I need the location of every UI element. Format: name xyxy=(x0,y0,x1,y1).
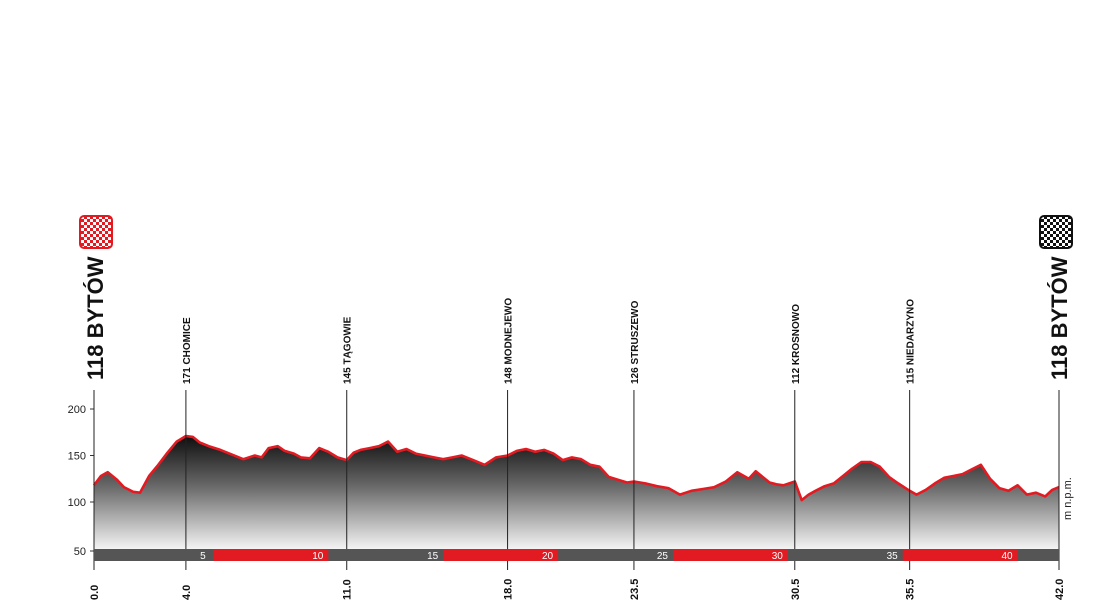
location-label: 145 TĄGOWIE xyxy=(343,316,354,384)
location-label: 115 NIEDARZYNO xyxy=(906,299,917,384)
location-label: 112 KROSNOWO xyxy=(791,304,802,384)
location-markers: 171 CHOMICE 145 TĄGOWIE 148 MODNEJEWO 126 S… xyxy=(93,298,1060,570)
finish-flag-icon xyxy=(1039,215,1073,249)
distance-bar-red-segment xyxy=(902,549,1018,561)
km-marker-label: 4.0 xyxy=(181,585,193,600)
distance-bar-label: 40 xyxy=(1001,551,1013,562)
distance-bar-label: 15 xyxy=(427,551,439,562)
y-tick-label: 150 xyxy=(68,451,86,463)
start-flag-icon xyxy=(79,215,113,249)
y-tick-label: 50 xyxy=(74,546,86,558)
km-marker-label: 18.0 xyxy=(503,579,515,600)
distance-bar-label: 10 xyxy=(312,551,324,562)
finish-label: 118 BYTÓW xyxy=(1047,256,1072,380)
distance-bar-label: 20 xyxy=(542,551,554,562)
location-label: 148 MODNEJEWO xyxy=(504,298,515,384)
distance-bar-label: 5 xyxy=(200,551,206,562)
distance-bar-red-segment xyxy=(673,549,788,561)
distance-bar-label: 35 xyxy=(887,551,899,562)
distance-bar-label: 30 xyxy=(772,551,784,562)
y-axis-unit-label: m n.p.m. xyxy=(1062,477,1074,520)
km-marker-label: 11.0 xyxy=(342,579,354,600)
distance-bar: 5 10 15 20 25 30 35 40 xyxy=(94,549,1059,562)
km-marker-label: 42.0 xyxy=(1054,579,1066,600)
km-marker-label: 23.5 xyxy=(629,579,641,600)
distance-bar-label: 25 xyxy=(657,551,669,562)
elevation-line xyxy=(92,434,1060,502)
y-axis-ticks: 50 100 150 200 xyxy=(68,404,94,558)
distance-bar-red-segment xyxy=(213,549,329,561)
distance-bar-red-segment xyxy=(443,549,559,561)
elevation-area xyxy=(94,436,1059,549)
location-label: 126 STRUSZEWO xyxy=(630,300,641,384)
km-marker-label: 0.0 xyxy=(89,585,101,600)
y-tick-label: 200 xyxy=(68,404,86,416)
km-marker-label: 30.5 xyxy=(790,579,802,600)
km-marker-label: 35.5 xyxy=(905,579,917,600)
y-tick-label: 100 xyxy=(68,497,86,509)
distance-bar-base xyxy=(94,549,1059,561)
km-markers: 0.0 4.0 11.0 18.0 23.5 30.5 35.5 42.0 xyxy=(89,579,1066,600)
location-label: 171 CHOMICE xyxy=(182,317,193,384)
start-label: 118 BYTÓW xyxy=(83,256,108,380)
